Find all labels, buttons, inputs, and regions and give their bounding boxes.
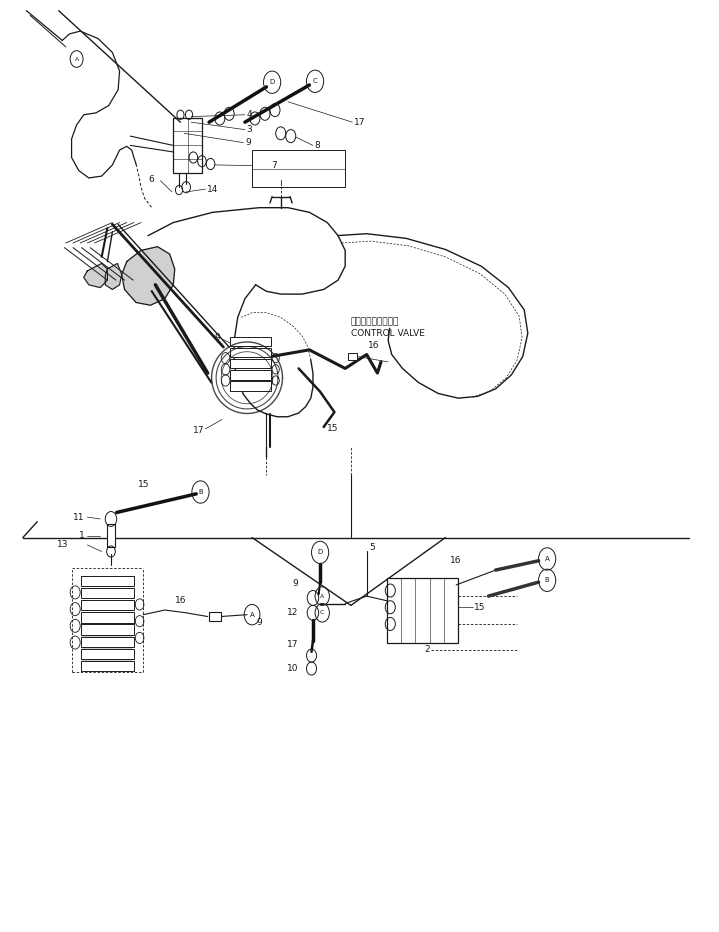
Text: コントロールバルブ: コントロールバルブ bbox=[351, 318, 399, 326]
Text: 6: 6 bbox=[148, 175, 154, 185]
Text: 11: 11 bbox=[73, 513, 84, 522]
Text: 8: 8 bbox=[314, 141, 320, 150]
Bar bbox=[230, 348, 271, 357]
Text: B: B bbox=[545, 577, 549, 583]
Bar bbox=[230, 336, 271, 346]
Text: 15: 15 bbox=[474, 603, 485, 611]
Text: A: A bbox=[249, 611, 255, 618]
Text: 17: 17 bbox=[193, 426, 205, 435]
Text: C: C bbox=[320, 610, 324, 615]
Text: 4: 4 bbox=[247, 110, 252, 119]
Text: 13: 13 bbox=[57, 541, 68, 550]
Bar bbox=[348, 353, 357, 360]
Text: 9: 9 bbox=[215, 334, 221, 342]
Polygon shape bbox=[122, 247, 175, 306]
Bar bbox=[230, 381, 271, 391]
Bar bbox=[81, 649, 134, 659]
Bar bbox=[81, 576, 134, 586]
Text: 17: 17 bbox=[287, 640, 298, 649]
Polygon shape bbox=[252, 150, 345, 187]
Polygon shape bbox=[173, 117, 202, 173]
Text: A: A bbox=[545, 555, 549, 562]
Text: 17: 17 bbox=[354, 117, 365, 127]
Text: 5: 5 bbox=[369, 543, 375, 553]
Text: 15: 15 bbox=[137, 480, 149, 489]
Bar bbox=[81, 624, 134, 635]
Bar bbox=[81, 588, 134, 598]
Text: 2: 2 bbox=[424, 646, 429, 654]
Text: 14: 14 bbox=[207, 185, 219, 194]
Text: 3: 3 bbox=[247, 125, 252, 134]
Text: B: B bbox=[198, 489, 203, 495]
Polygon shape bbox=[83, 264, 107, 288]
Bar bbox=[81, 612, 134, 623]
Text: 10: 10 bbox=[287, 665, 298, 673]
Bar bbox=[81, 637, 134, 647]
Bar bbox=[230, 370, 271, 379]
Bar bbox=[209, 612, 221, 621]
Text: 9: 9 bbox=[257, 618, 262, 626]
Text: 1: 1 bbox=[78, 531, 84, 541]
Text: CONTROL VALVE: CONTROL VALVE bbox=[351, 329, 425, 337]
Text: 9: 9 bbox=[245, 138, 251, 147]
Bar bbox=[81, 661, 134, 671]
Text: A: A bbox=[320, 594, 324, 598]
Polygon shape bbox=[387, 578, 458, 642]
Text: 16: 16 bbox=[450, 556, 462, 566]
Text: C: C bbox=[313, 78, 318, 84]
Text: 12: 12 bbox=[288, 609, 298, 617]
Text: 15: 15 bbox=[327, 424, 339, 433]
Bar bbox=[106, 524, 115, 547]
Text: A: A bbox=[75, 57, 78, 62]
Bar bbox=[230, 359, 271, 368]
Polygon shape bbox=[105, 264, 122, 290]
Text: D: D bbox=[318, 550, 323, 555]
Text: D: D bbox=[270, 79, 275, 85]
Text: 16: 16 bbox=[175, 596, 187, 605]
Text: 16: 16 bbox=[368, 341, 380, 350]
Text: 7: 7 bbox=[271, 161, 277, 171]
Bar bbox=[81, 600, 134, 610]
Text: 9: 9 bbox=[293, 579, 298, 587]
